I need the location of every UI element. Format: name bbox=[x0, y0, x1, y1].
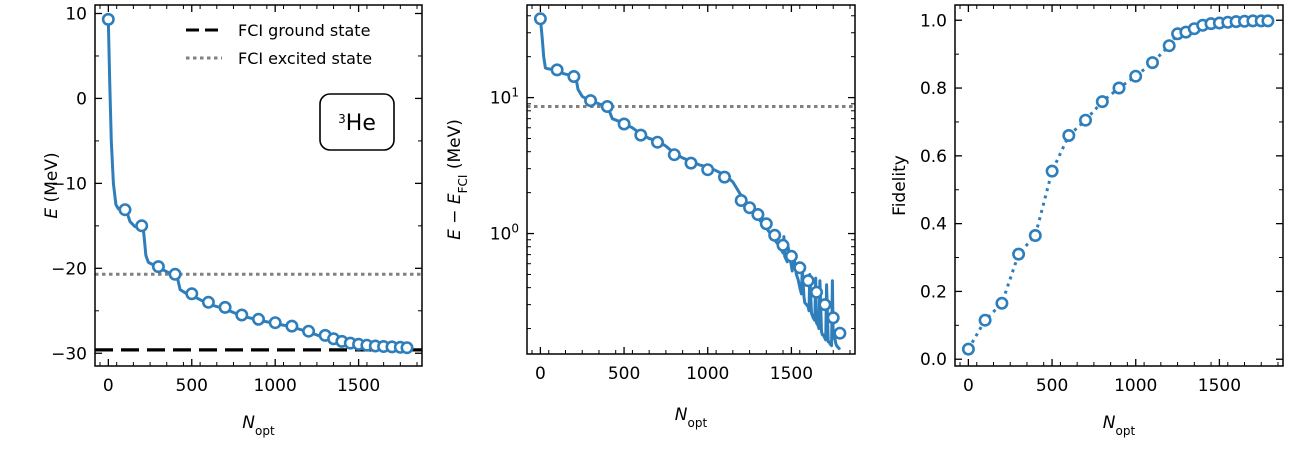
data-point bbox=[768, 228, 782, 242]
x-axis-label: Nopt bbox=[675, 405, 708, 430]
data-point bbox=[168, 267, 182, 281]
data-point bbox=[743, 201, 757, 215]
data-point bbox=[995, 296, 1009, 310]
data-point bbox=[533, 12, 547, 26]
data-point bbox=[252, 312, 266, 326]
x-tick-label: 0 bbox=[103, 376, 114, 396]
y-tick-label: 0.2 bbox=[920, 282, 947, 302]
axes-frame bbox=[954, 4, 1284, 367]
data-point bbox=[268, 316, 282, 330]
x-tick-label: 0 bbox=[963, 376, 974, 396]
y-tick-label: −10 bbox=[51, 174, 87, 194]
x-tick-label: 1000 bbox=[686, 364, 729, 384]
data-point bbox=[118, 203, 132, 217]
x-axis-label: Nopt bbox=[242, 413, 275, 438]
y-tick-label: 101 bbox=[490, 86, 519, 109]
y-tick-label: −20 bbox=[51, 259, 87, 279]
data-point bbox=[734, 194, 748, 208]
data-point bbox=[717, 170, 731, 184]
data-point bbox=[961, 342, 975, 356]
data-point bbox=[550, 63, 564, 77]
y-tick-label: −30 bbox=[51, 344, 87, 364]
legend-label: FCI excited state bbox=[238, 49, 372, 68]
data-point bbox=[567, 70, 581, 84]
data-point bbox=[759, 217, 773, 231]
data-point bbox=[634, 128, 648, 142]
x-tick-label: 500 bbox=[608, 364, 640, 384]
y-tick-label: 0.6 bbox=[920, 147, 947, 167]
axes-frame bbox=[526, 4, 856, 355]
x-tick-label: 500 bbox=[1036, 376, 1068, 396]
y-axis-label: E − EFCI (MeV) bbox=[445, 119, 470, 240]
data-point bbox=[235, 308, 249, 322]
series-line bbox=[106, 19, 408, 350]
x-tick-label: 1000 bbox=[254, 376, 297, 396]
chart-fidelity: 0 500 1000 1500 0.0 0.2 0.4 0.6 0.8 1.0 Nopt Fideli… bbox=[890, 4, 1284, 438]
y-tick-label: 1.0 bbox=[920, 11, 947, 31]
data-point bbox=[1129, 69, 1143, 83]
x-tick-label: 500 bbox=[176, 376, 208, 396]
data-point bbox=[600, 100, 614, 114]
data-point bbox=[978, 313, 992, 327]
y-tick-label: 10 bbox=[65, 4, 87, 24]
x-tick-label: 1500 bbox=[1198, 376, 1241, 396]
data-point bbox=[1146, 56, 1160, 70]
data-point bbox=[1079, 113, 1093, 127]
data-point bbox=[1028, 229, 1042, 243]
data-point bbox=[302, 324, 316, 338]
data-point bbox=[1062, 129, 1076, 143]
y-tick-label: 0.0 bbox=[920, 350, 947, 370]
y-tick-label: 0 bbox=[76, 89, 87, 109]
data-point bbox=[801, 274, 815, 288]
data-point bbox=[1012, 247, 1026, 261]
data-point bbox=[617, 117, 631, 131]
data-point bbox=[776, 238, 790, 252]
axes-frame bbox=[94, 4, 423, 367]
data-point bbox=[784, 249, 798, 263]
x-axis-label: Nopt bbox=[1103, 413, 1136, 438]
data-point bbox=[1261, 14, 1275, 28]
data-point bbox=[650, 135, 664, 149]
data-point bbox=[751, 208, 765, 222]
data-point bbox=[684, 156, 698, 170]
y-axis-label: Fidelity bbox=[890, 155, 910, 216]
series-dotted-line bbox=[967, 19, 1268, 350]
legend: FCI ground state FCI excited state bbox=[186, 21, 372, 68]
data-point bbox=[701, 163, 715, 177]
data-point bbox=[793, 261, 807, 275]
data-point bbox=[218, 300, 232, 314]
data-point bbox=[667, 148, 681, 162]
data-point bbox=[400, 341, 414, 355]
nucleus-badge bbox=[319, 93, 395, 151]
series-line bbox=[538, 18, 842, 351]
data-point bbox=[1095, 95, 1109, 109]
data-point bbox=[135, 219, 149, 233]
data-point bbox=[826, 311, 840, 325]
y-tick-label: 0.4 bbox=[920, 215, 947, 235]
x-tick-label: 1500 bbox=[337, 376, 380, 396]
chart-energy-difference: 0 500 1000 1500 101 100 Nopt E − EFCI (MeV) bbox=[445, 4, 856, 430]
legend-label: FCI ground state bbox=[238, 21, 370, 40]
x-tick-label: 1500 bbox=[770, 364, 813, 384]
y-tick-label: 100 bbox=[490, 222, 519, 245]
data-point bbox=[201, 295, 215, 309]
x-tick-label: 1000 bbox=[1114, 376, 1157, 396]
x-tick-label: 0 bbox=[535, 364, 546, 384]
y-axis-label: E (MeV) bbox=[42, 152, 62, 218]
chart-energy: 0 500 1000 1500 10 0 −10 −20 −30 Nopt E (MeV) FCI g… bbox=[42, 4, 423, 438]
data-point bbox=[151, 260, 165, 274]
data-point bbox=[285, 319, 299, 333]
y-tick-label: 0.8 bbox=[920, 79, 947, 99]
data-point bbox=[818, 298, 832, 312]
nucleus-label: 3He bbox=[338, 111, 376, 136]
data-point bbox=[809, 285, 823, 299]
data-point bbox=[1112, 81, 1126, 95]
data-point bbox=[584, 94, 598, 108]
data-point bbox=[1162, 39, 1176, 53]
data-point bbox=[101, 12, 115, 26]
data-point bbox=[185, 287, 199, 301]
data-point bbox=[1045, 164, 1059, 178]
data-point bbox=[833, 326, 847, 340]
